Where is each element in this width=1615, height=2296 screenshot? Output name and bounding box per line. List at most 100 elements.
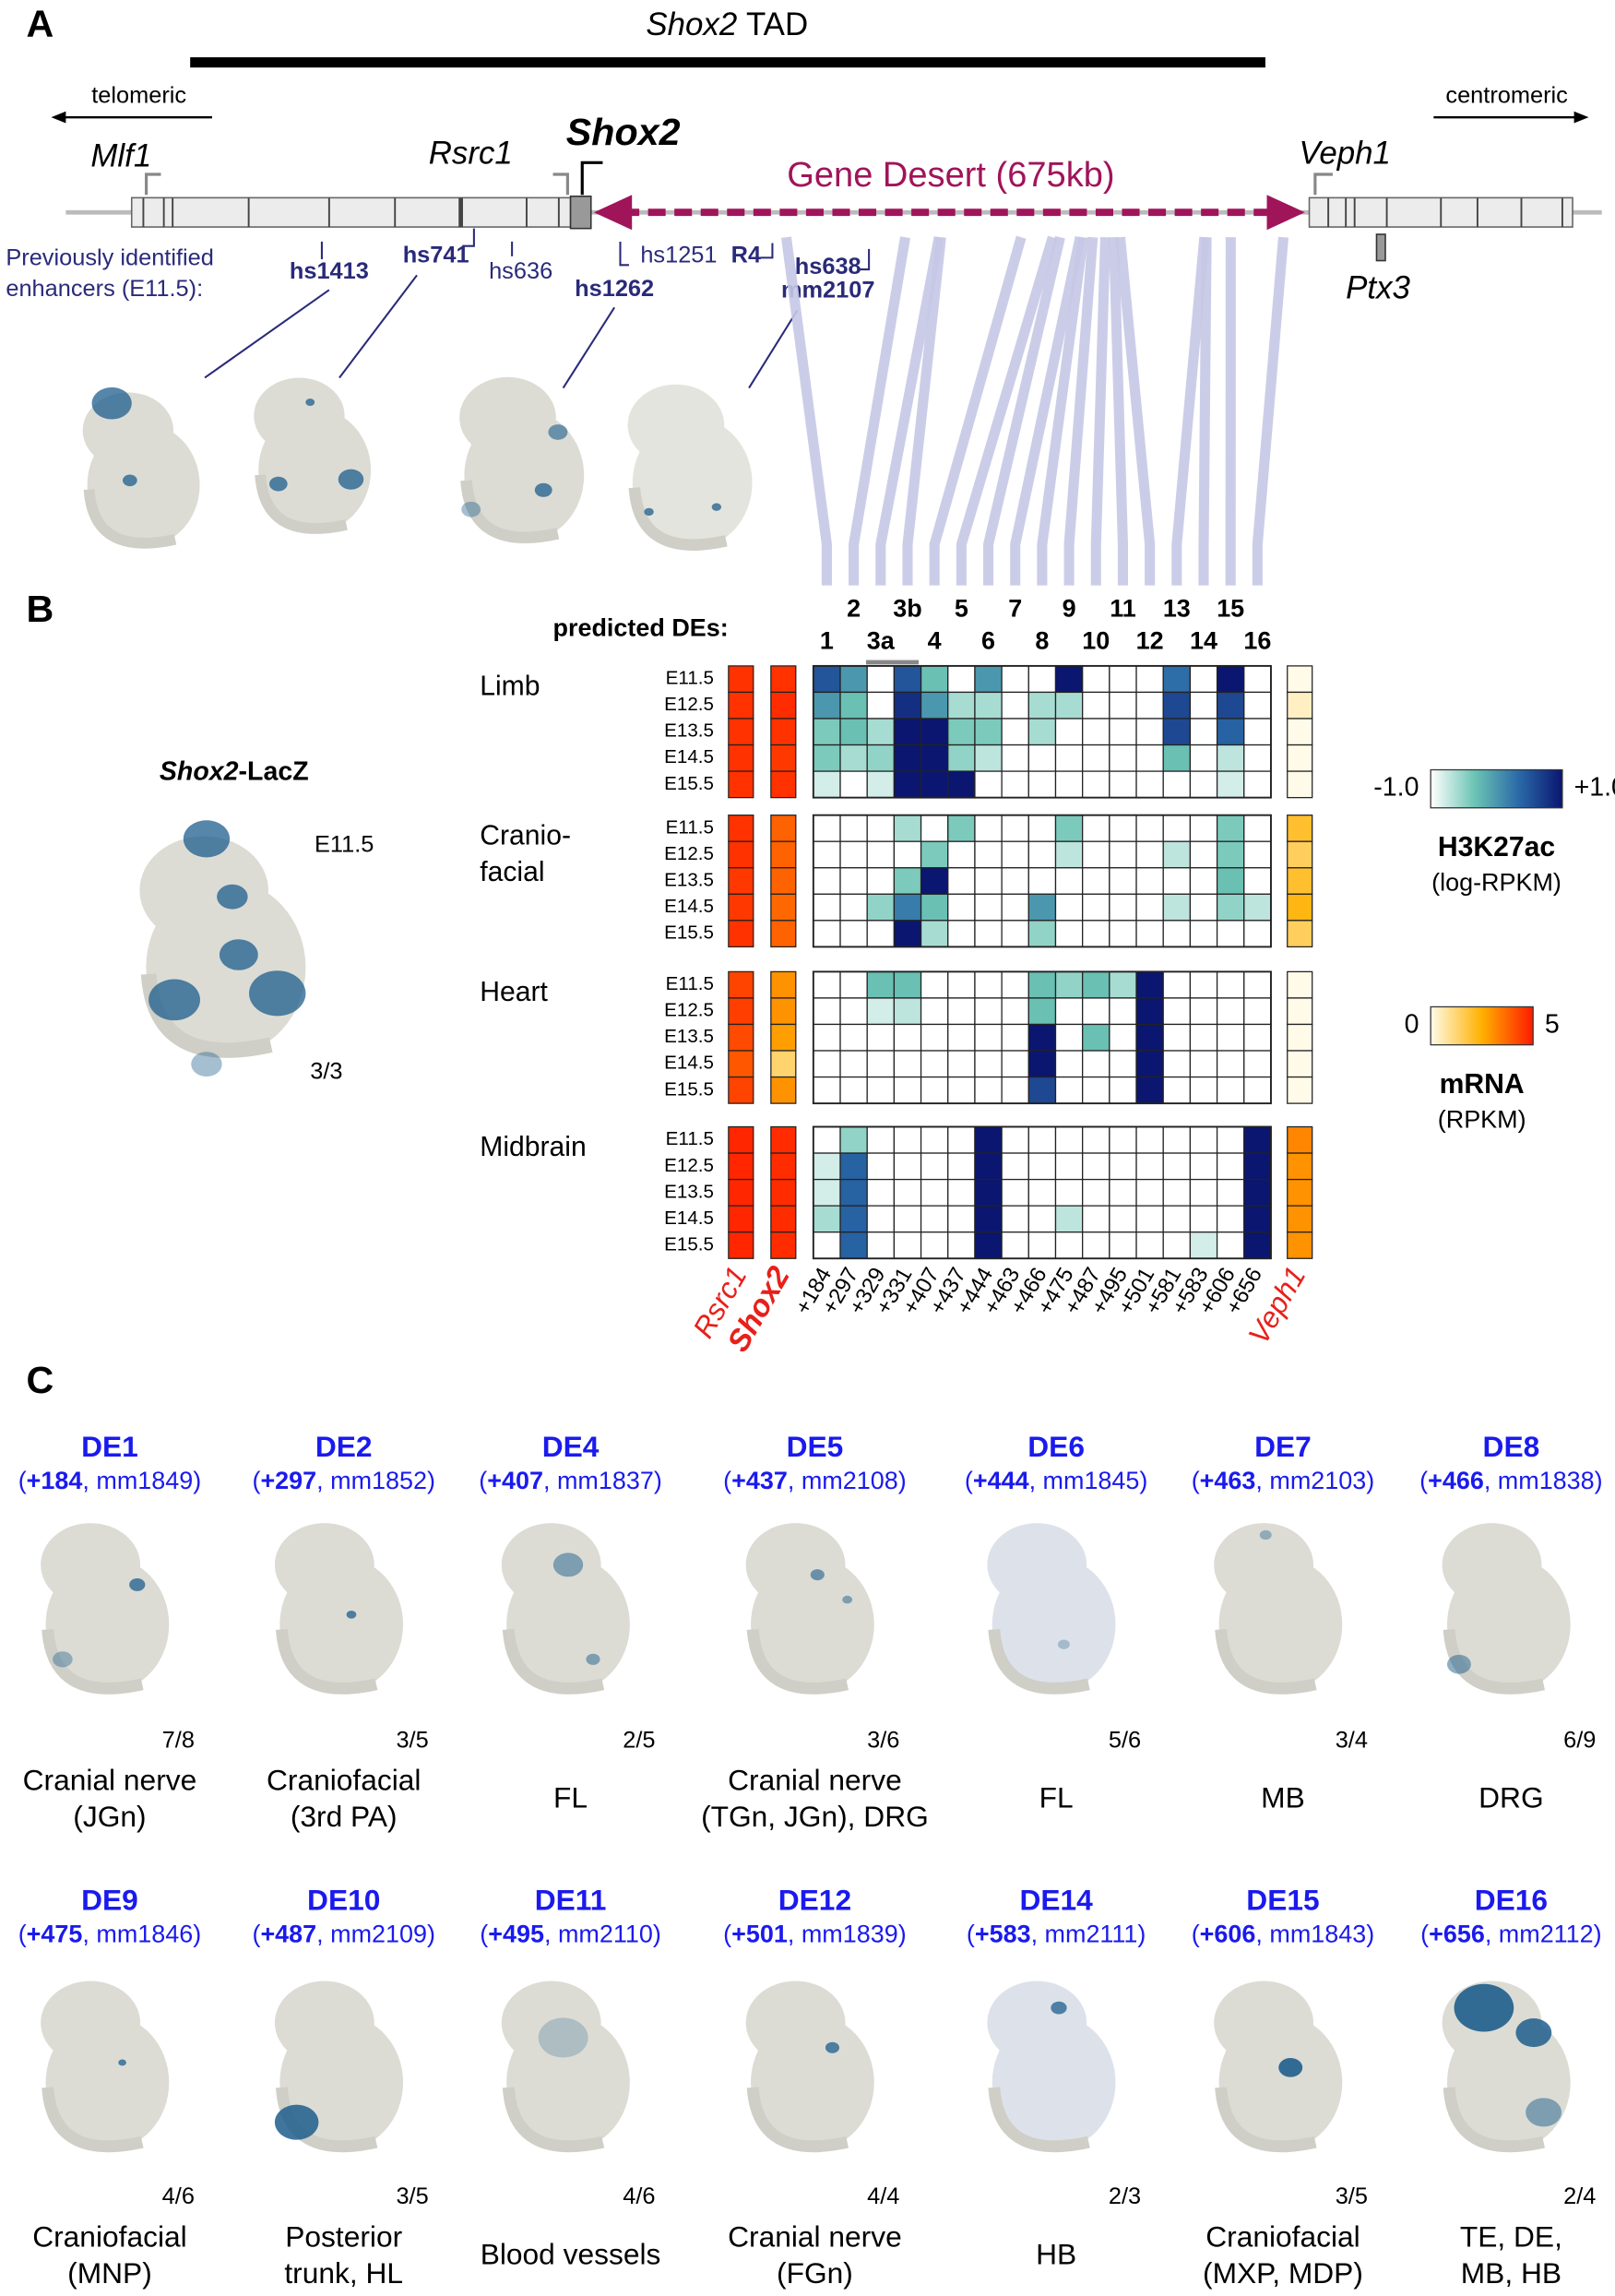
heatmap-cell <box>839 1125 868 1154</box>
expression-label: (FGn) <box>777 2256 853 2290</box>
heatmap-cell <box>1054 1152 1084 1181</box>
enhancer-label: hs1413 <box>290 258 369 284</box>
heatmap-cell <box>1109 997 1137 1026</box>
exons <box>142 197 1563 228</box>
heatmap-cell <box>813 970 841 999</box>
stage-label: E14.5 <box>664 896 714 917</box>
de-label: 9 <box>1063 595 1076 623</box>
gene-body <box>1375 233 1386 262</box>
mrna-cell <box>728 893 754 922</box>
heatmap-cell <box>1027 718 1057 746</box>
embryo-image <box>1442 1981 1571 2153</box>
heatmap-cell <box>893 1125 922 1154</box>
heatmap-cell <box>839 1205 868 1233</box>
stage-label: E13.5 <box>664 1026 714 1047</box>
heatmap-cell <box>1162 1178 1192 1207</box>
ref-part: ( <box>252 1921 260 1948</box>
heatmap-cell <box>947 1125 976 1154</box>
embryo-image <box>41 1523 170 1695</box>
stage-label: E11.5 <box>666 668 714 689</box>
de-label: 2 <box>847 595 861 623</box>
de-label: 1 <box>820 627 834 655</box>
gene-label: Veph1 <box>1299 136 1391 172</box>
embryo-tail <box>988 1628 1090 1695</box>
heatmap-cell <box>1082 1152 1110 1181</box>
heatmap-cell <box>813 815 841 842</box>
heatmap-cell <box>813 665 841 694</box>
heatmap-cell <box>1054 815 1084 842</box>
mrna-cell <box>728 1178 754 1207</box>
heatmap-cell <box>866 970 896 999</box>
ref-part: +184 <box>27 1467 83 1494</box>
heatmap-cell <box>893 770 922 799</box>
heatmap-cell <box>1243 815 1272 842</box>
heatmap-cell <box>1109 1050 1137 1078</box>
heatmap-cell <box>1162 1205 1192 1233</box>
de-ref: (+495, mm2110) <box>480 1921 661 1948</box>
stain <box>1057 1639 1070 1649</box>
embryo-image <box>501 1981 630 2153</box>
panel-label: C <box>27 1359 54 1401</box>
stain <box>538 2017 588 2058</box>
heatmap-cell <box>1216 1076 1245 1104</box>
count-label: 4/6 <box>623 2183 655 2209</box>
heatmap-cell <box>1001 920 1029 948</box>
gene-body <box>569 195 592 230</box>
heatmap-border <box>812 1125 1272 1260</box>
heatmap-cell <box>947 920 976 948</box>
embryo-image <box>139 820 306 1077</box>
embryo-tail <box>83 489 177 549</box>
heatmap-cell <box>1135 770 1164 799</box>
heatmap-cell <box>839 1023 868 1052</box>
heatmap-cell <box>893 691 922 720</box>
heatmap-cell <box>920 744 949 772</box>
heatmap-cell <box>1135 840 1164 869</box>
mrna-cell <box>770 1178 797 1207</box>
expression-label: MB, HB <box>1461 2256 1562 2290</box>
ref-part: , mm2103) <box>1255 1467 1374 1494</box>
embryo-tail <box>1443 1628 1546 1695</box>
tss-arrow <box>1313 172 1333 196</box>
de-title: DE14 <box>1019 1883 1093 1916</box>
heatmap-cell <box>974 970 1003 999</box>
count-label: 6/9 <box>1563 1727 1596 1753</box>
ref-part: ( <box>1192 1467 1200 1494</box>
embryo-tail <box>746 1628 849 1695</box>
tissue-label: Midbrain <box>480 1132 587 1162</box>
mrna-cell <box>1287 840 1313 869</box>
mrna-cell <box>770 665 797 694</box>
heatmap-cell <box>1135 1178 1164 1207</box>
heatmap-cell <box>1054 1125 1084 1154</box>
heatmap-cell <box>947 1178 976 1207</box>
heatmap-cell <box>1082 840 1110 869</box>
de-ref: (+297, mm1852) <box>252 1467 435 1494</box>
heatmap-cell <box>866 867 896 895</box>
heatmap-cell <box>1109 893 1137 922</box>
heatmap-cell <box>813 1050 841 1078</box>
heatmap-cell <box>920 997 949 1026</box>
stain <box>274 2104 319 2140</box>
colorbar-tick-label: 0 <box>1405 1010 1419 1040</box>
heatmap-cell <box>1135 1152 1164 1181</box>
heatmap-cell <box>1216 770 1245 799</box>
count-label: 3/5 <box>396 2183 428 2209</box>
heatmap-cell <box>1243 1050 1272 1078</box>
desert-link <box>1198 237 1212 586</box>
desert-link <box>1063 236 1098 586</box>
heatmap-cell <box>947 718 976 746</box>
expression-label: DRG <box>1478 1780 1544 1814</box>
heatmap-cell <box>920 840 949 869</box>
heatmap-cell <box>839 718 868 746</box>
expression-label: (MNP) <box>67 2256 152 2290</box>
stain <box>53 1651 73 1668</box>
count-label: 3/6 <box>867 1727 899 1753</box>
heatmap-cell <box>1001 893 1029 922</box>
panel-label: B <box>27 588 54 630</box>
embryo-image <box>274 1523 404 1695</box>
mrna-cell <box>1287 1023 1313 1052</box>
mrna-cell <box>1287 770 1313 799</box>
heatmap-cell <box>1109 840 1137 869</box>
ref-part: , mm1837) <box>543 1467 662 1494</box>
heatmap-cell <box>813 744 841 772</box>
